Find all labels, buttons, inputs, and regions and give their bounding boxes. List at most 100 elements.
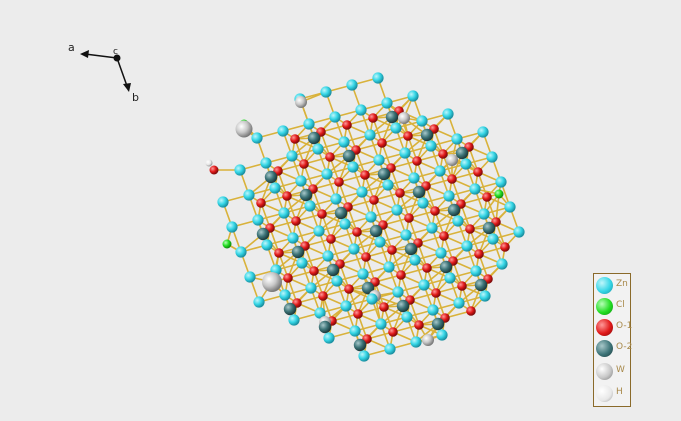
o1-atom xyxy=(387,245,397,255)
axis-a-label: a xyxy=(68,41,75,54)
o2-atom xyxy=(412,185,426,199)
legend-label: W xyxy=(616,365,625,375)
zn-atom xyxy=(286,150,298,162)
zn-atom xyxy=(287,232,299,244)
zn-atom xyxy=(269,182,281,194)
zn-atom xyxy=(453,297,465,309)
zn-atom xyxy=(372,72,384,84)
zn-atom xyxy=(469,183,481,195)
zn-atom xyxy=(355,104,367,116)
o1-atom xyxy=(439,231,449,241)
zn-atom xyxy=(329,111,341,123)
o2-atom xyxy=(318,320,332,334)
zn-atom xyxy=(400,229,412,241)
zn-atom xyxy=(288,314,300,326)
zn-atom xyxy=(435,247,447,259)
o1-atom xyxy=(309,266,319,276)
zn-atom xyxy=(357,268,369,280)
zn-atom xyxy=(312,143,324,155)
zn-atom xyxy=(253,296,265,308)
w-atom xyxy=(446,154,458,166)
zn-atom xyxy=(365,211,377,223)
w-atom xyxy=(398,112,410,124)
o1-atom xyxy=(404,213,414,223)
zn-atom xyxy=(277,125,289,137)
o1-atom xyxy=(326,234,336,244)
o1-atom xyxy=(422,263,432,273)
zn-atom xyxy=(243,189,255,201)
legend-label: Cl xyxy=(616,300,625,310)
legend-item-w: W xyxy=(596,362,630,382)
o1-atom xyxy=(342,120,352,130)
zn-atom xyxy=(235,246,247,258)
axis-a-arrowhead xyxy=(80,50,89,58)
zn-atom xyxy=(416,115,428,127)
zn-atom xyxy=(366,293,378,305)
o1-atom xyxy=(283,273,293,283)
zn-atom xyxy=(513,226,525,238)
o2-swatch-icon xyxy=(596,340,613,357)
o1-atom xyxy=(395,188,405,198)
o1-atom xyxy=(466,306,476,316)
axis-b-line xyxy=(116,57,128,87)
zn-atom xyxy=(251,132,263,144)
o2-atom xyxy=(369,224,383,238)
zn-atom xyxy=(321,168,333,180)
zn-atom xyxy=(390,122,402,134)
zn-atom xyxy=(348,243,360,255)
zn-swatch-icon xyxy=(596,277,613,294)
h-swatch-icon xyxy=(596,385,613,402)
atom-layer xyxy=(205,72,525,362)
axis-b-arrowhead xyxy=(123,83,131,92)
zn-atom xyxy=(487,233,499,245)
o1-atom xyxy=(403,131,413,141)
o2-atom xyxy=(256,227,270,241)
o1-atom xyxy=(274,248,284,258)
zn-atom xyxy=(331,275,343,287)
o1-atom xyxy=(465,224,475,234)
zn-atom xyxy=(244,271,256,283)
zn-atom xyxy=(356,186,368,198)
zn-atom xyxy=(418,279,430,291)
o1-atom xyxy=(431,288,441,298)
legend-label: Zn xyxy=(616,279,628,289)
zn-atom xyxy=(470,265,482,277)
o1-atom xyxy=(447,174,457,184)
w-atom xyxy=(422,334,434,346)
zn-atom xyxy=(217,196,229,208)
zn-atom xyxy=(409,254,421,266)
zn-atom xyxy=(313,225,325,237)
o2-atom xyxy=(283,302,297,316)
zn-atom xyxy=(305,282,317,294)
legend-item-zn: Zn xyxy=(596,276,630,296)
o2-atom xyxy=(291,245,305,259)
zn-atom xyxy=(495,176,507,188)
zn-atom xyxy=(252,214,264,226)
o1-atom xyxy=(377,138,387,148)
o1-atom xyxy=(317,209,327,219)
o1-atom xyxy=(325,152,335,162)
o1-atom xyxy=(396,270,406,280)
o1-atom xyxy=(369,195,379,205)
zn-atom xyxy=(330,193,342,205)
o1-atom xyxy=(361,252,371,262)
zn-atom xyxy=(504,201,516,213)
axis-b-label: b xyxy=(132,91,139,104)
zn-atom xyxy=(410,336,422,348)
zn-atom xyxy=(304,200,316,212)
axis-a-line xyxy=(84,53,118,59)
zn-atom xyxy=(451,133,463,145)
zn-atom xyxy=(296,257,308,269)
o2-atom xyxy=(307,131,321,145)
zn-atom xyxy=(346,79,358,91)
o2-atom xyxy=(431,317,445,331)
o1-atom xyxy=(474,249,484,259)
o1-atom xyxy=(438,149,448,159)
o1-atom xyxy=(457,281,467,291)
o2-atom xyxy=(420,128,434,142)
zn-atom xyxy=(486,151,498,163)
zn-atom xyxy=(436,329,448,341)
axes-indicator: a c b xyxy=(68,41,139,104)
o2-atom xyxy=(264,170,278,184)
